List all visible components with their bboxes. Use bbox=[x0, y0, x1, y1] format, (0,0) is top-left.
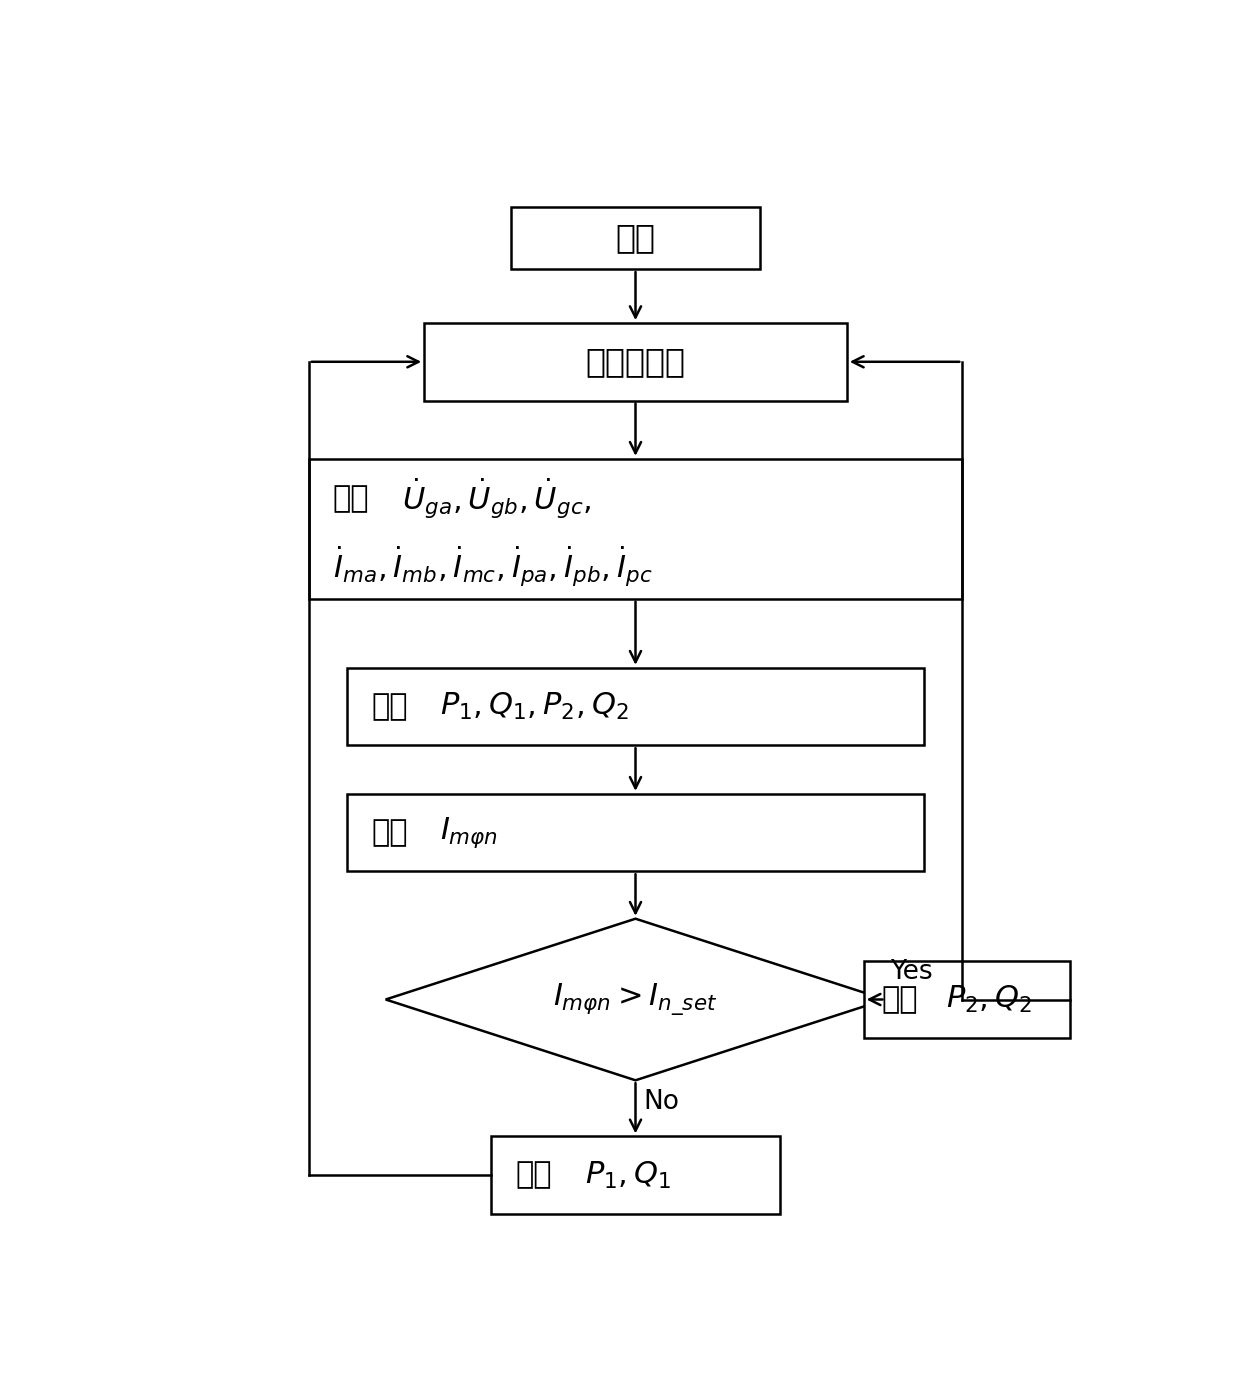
Bar bbox=[347, 667, 924, 746]
Text: No: No bbox=[644, 1088, 680, 1115]
Text: $I_{m\varphi n}>I_{n\_set}$: $I_{m\varphi n}>I_{n\_set}$ bbox=[553, 982, 718, 1017]
Text: $I_{m\varphi n}$: $I_{m\varphi n}$ bbox=[440, 816, 498, 849]
Bar bbox=[347, 793, 924, 872]
Bar bbox=[424, 323, 847, 400]
Text: $\dot{U}_{ga},\dot{U}_{gb},\dot{U}_{gc},$: $\dot{U}_{ga},\dot{U}_{gb},\dot{U}_{gc},… bbox=[402, 476, 591, 520]
Text: 开始: 开始 bbox=[615, 221, 656, 255]
Bar bbox=[491, 1136, 780, 1214]
Text: Yes: Yes bbox=[890, 960, 932, 985]
Bar bbox=[864, 961, 1070, 1038]
Text: $P_2,Q_2$: $P_2,Q_2$ bbox=[946, 983, 1033, 1016]
Text: 模拟量采样: 模拟量采样 bbox=[585, 346, 686, 378]
Text: $\dot{I}_{ma},\dot{I}_{mb},\dot{I}_{mc},\dot{I}_{pa},\dot{I}_{pb},\dot{I}_{pc}$: $\dot{I}_{ma},\dot{I}_{mb},\dot{I}_{mc},… bbox=[332, 544, 652, 589]
Polygon shape bbox=[386, 919, 885, 1080]
Text: 计算: 计算 bbox=[371, 818, 408, 846]
Text: 计算: 计算 bbox=[332, 484, 370, 513]
Text: $P_1,Q_1,P_2,Q_2$: $P_1,Q_1,P_2,Q_2$ bbox=[440, 691, 629, 722]
Text: 输出: 输出 bbox=[882, 985, 918, 1014]
Bar bbox=[511, 207, 760, 269]
Bar bbox=[309, 459, 962, 599]
Text: 输出: 输出 bbox=[516, 1161, 552, 1189]
Text: $P_1,Q_1$: $P_1,Q_1$ bbox=[584, 1160, 671, 1191]
Text: 计算: 计算 bbox=[371, 693, 408, 720]
